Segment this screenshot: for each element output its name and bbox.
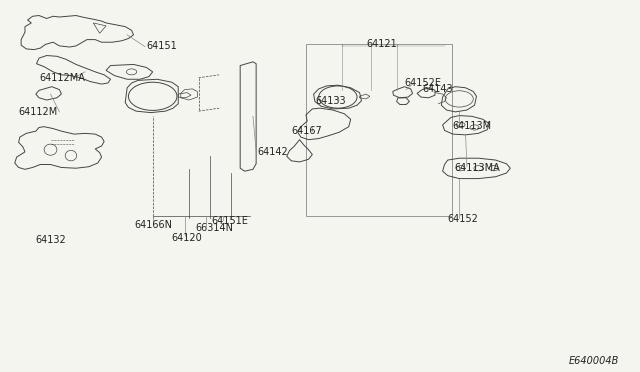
Text: 64143: 64143 [422, 84, 453, 94]
Text: 64113MA: 64113MA [454, 163, 500, 173]
Text: E640004B: E640004B [568, 356, 619, 366]
Text: 64151E: 64151E [211, 216, 248, 226]
Text: 64112M: 64112M [19, 107, 58, 117]
Text: 64152: 64152 [448, 214, 479, 224]
Text: 64166N: 64166N [135, 220, 173, 230]
Text: 64142: 64142 [257, 147, 288, 157]
Text: 64113M: 64113M [453, 121, 492, 131]
Text: 64120: 64120 [172, 233, 203, 243]
Text: 66314N: 66314N [195, 222, 234, 232]
Text: 64167: 64167 [291, 126, 322, 136]
Bar [306, 44, 452, 216]
Text: 64121: 64121 [366, 39, 397, 49]
Text: 64133: 64133 [315, 96, 346, 106]
Text: 64152E: 64152E [404, 78, 442, 88]
Text: 64132: 64132 [36, 235, 67, 245]
Text: 64112MA: 64112MA [39, 73, 85, 83]
Text: 64151: 64151 [147, 41, 177, 51]
